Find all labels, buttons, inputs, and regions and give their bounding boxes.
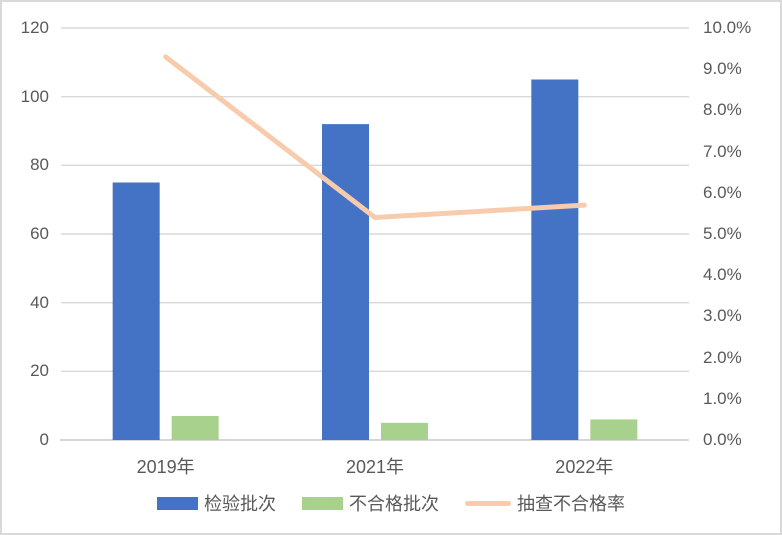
category-label-2019年: 2019年 xyxy=(136,457,195,477)
bar-inspection-batches-2022年 xyxy=(531,79,579,440)
right-axis-tick-label: 6.0% xyxy=(703,182,742,202)
legend-item-defective-batches: 不合格批次 xyxy=(302,490,439,516)
right-axis-tick-label: 1.0% xyxy=(703,388,742,408)
right-axis-tick-label: 4.0% xyxy=(703,265,742,285)
right-axis-tick-label: 2.0% xyxy=(703,347,742,367)
right-axis-tick-label: 0.0% xyxy=(703,430,742,449)
left-axis-tick-label: 120 xyxy=(20,18,49,37)
right-axis-tick-label: 10.0% xyxy=(703,18,752,37)
legend-label-defective-batches: 不合格批次 xyxy=(349,494,439,514)
legend-swatch-sampling-defect-rate xyxy=(465,500,511,506)
category-label-2022年: 2022年 xyxy=(555,457,614,477)
bar-defective-batches-2022年 xyxy=(590,419,638,440)
legend-label-inspection-batches: 检验批次 xyxy=(204,494,276,514)
legend-label-sampling-defect-rate: 抽查不合格率 xyxy=(517,494,625,514)
legend: 检验批次 不合格批次 抽查不合格率 xyxy=(2,490,780,516)
bar-defective-batches-2021年 xyxy=(381,422,428,440)
legend-item-inspection-batches: 检验批次 xyxy=(157,490,276,516)
left-axis-tick-label: 100 xyxy=(20,86,49,106)
sampling-defect-rate-line xyxy=(163,54,587,221)
right-axis-tick-label: 9.0% xyxy=(703,59,742,79)
right-axis-tick-label: 7.0% xyxy=(703,141,742,161)
bar-inspection-batches-2019年 xyxy=(112,182,160,440)
left-axis-tick-label: 40 xyxy=(30,292,49,312)
bar-defective-batches-2019年 xyxy=(171,415,219,440)
category-label-2021年: 2021年 xyxy=(345,457,405,477)
right-axis-tick-label: 3.0% xyxy=(703,306,742,326)
left-axis-tick-label: 60 xyxy=(30,224,49,243)
left-axis-tick-label: 0 xyxy=(39,430,49,449)
legend-swatch-inspection-batches xyxy=(157,496,198,510)
legend-item-sampling-defect-rate: 抽查不合格率 xyxy=(465,490,625,516)
left-axis-tick-label: 20 xyxy=(30,361,49,381)
right-axis-tick-label: 8.0% xyxy=(703,100,742,120)
left-axis-tick-label: 80 xyxy=(30,155,49,175)
right-axis-tick-label: 5.0% xyxy=(703,224,742,243)
legend-swatch-defective-batches xyxy=(302,496,343,510)
bar-inspection-batches-2021年 xyxy=(322,124,369,440)
